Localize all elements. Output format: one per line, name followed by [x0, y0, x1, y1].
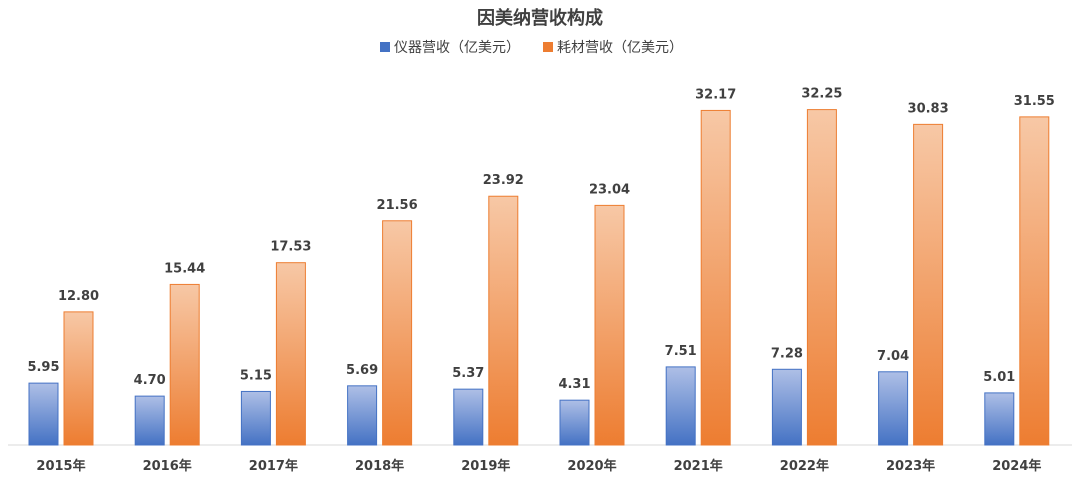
- data-label-consumables: 31.55: [1014, 94, 1055, 109]
- bar-consumables: [275, 262, 306, 446]
- bar-instrument: [559, 399, 590, 446]
- bar-instrument: [878, 371, 909, 446]
- legend-label-consumables: 耗材营收（亿美元）: [557, 40, 683, 56]
- bar-instrument: [347, 385, 378, 446]
- x-tick-label: 2018年: [355, 458, 404, 474]
- data-label-instrument: 5.15: [240, 368, 272, 383]
- data-label-consumables: 21.56: [377, 198, 418, 213]
- x-tick-label: 2022年: [780, 458, 829, 474]
- chart-title: 因美纳营收构成: [477, 7, 603, 29]
- x-tick-label: 2024年: [992, 458, 1041, 474]
- data-label-instrument: 7.04: [877, 349, 909, 364]
- bar-instrument: [134, 395, 165, 446]
- data-label-consumables: 15.44: [164, 261, 205, 276]
- bar-consumables: [594, 204, 625, 446]
- legend-label-instrument: 仪器营收（亿美元）: [394, 40, 520, 56]
- bar-consumables: [382, 220, 413, 446]
- bar-consumables: [488, 195, 519, 446]
- bar-consumables: [1019, 116, 1050, 446]
- x-tick-label: 2023年: [886, 458, 935, 474]
- data-label-consumables: 32.17: [695, 87, 736, 102]
- x-tick-label: 2019年: [461, 458, 510, 474]
- bar-consumables: [169, 283, 200, 446]
- bar-consumables: [913, 123, 944, 446]
- bar-instrument: [984, 392, 1015, 446]
- bar-instrument: [28, 382, 59, 446]
- bar-consumables: [63, 311, 94, 446]
- legend-swatch-instrument: [380, 42, 390, 52]
- bar-instrument: [771, 368, 802, 446]
- data-label-instrument: 7.28: [771, 346, 803, 361]
- bar-instrument: [665, 366, 696, 446]
- data-label-instrument: 5.95: [27, 360, 59, 375]
- x-tick-label: 2020年: [567, 458, 616, 474]
- data-label-consumables: 23.92: [483, 173, 524, 188]
- data-label-consumables: 30.83: [908, 101, 949, 116]
- data-label-instrument: 7.51: [665, 344, 697, 359]
- x-tick-label: 2016年: [143, 458, 192, 474]
- data-label-consumables: 32.25: [801, 87, 842, 102]
- bar-instrument: [240, 390, 271, 446]
- data-label-instrument: 5.37: [452, 366, 484, 381]
- data-label-instrument: 5.69: [346, 363, 378, 378]
- x-tick-label: 2021年: [674, 458, 723, 474]
- data-label-consumables: 17.53: [270, 240, 311, 255]
- bar-instrument: [453, 388, 484, 446]
- x-tick-label: 2015年: [36, 458, 85, 474]
- x-tick-label: 2017年: [249, 458, 298, 474]
- data-label-instrument: 4.70: [134, 373, 166, 388]
- legend: 仪器营收（亿美元） 耗材营收（亿美元）: [380, 40, 683, 56]
- data-label-instrument: 5.01: [983, 370, 1015, 385]
- data-label-instrument: 4.31: [558, 377, 590, 392]
- data-label-consumables: 12.80: [58, 289, 99, 304]
- legend-swatch-consumables: [543, 42, 553, 52]
- bar-consumables: [806, 109, 837, 446]
- data-label-consumables: 23.04: [589, 182, 630, 197]
- bar-consumables: [700, 109, 731, 446]
